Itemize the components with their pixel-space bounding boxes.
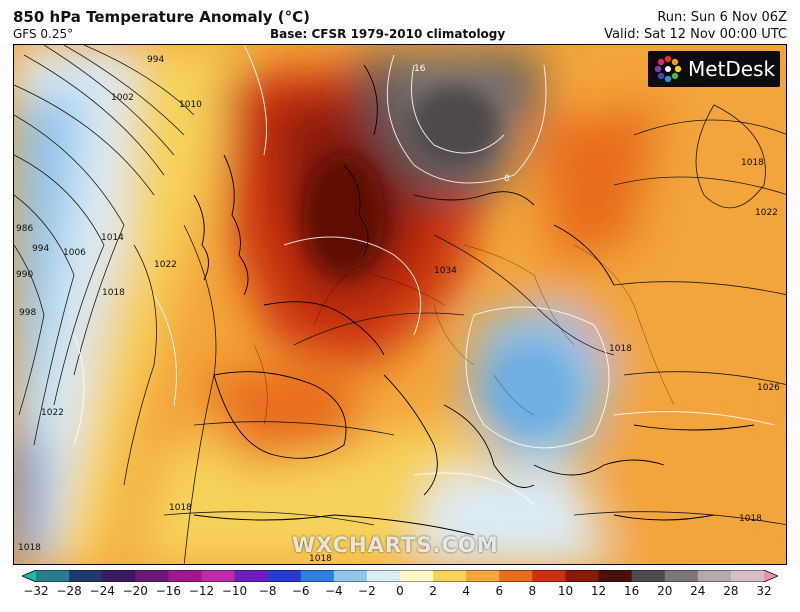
colorbar-tick-label: −20 (123, 584, 148, 598)
wxcharts-watermark: WXCHARTS.COM (292, 533, 499, 557)
colorbar-tick-label: 8 (529, 584, 537, 598)
isobar-label: 1034 (434, 266, 457, 276)
isobar-label: 1018 (18, 543, 41, 553)
isobar-label: 1018 (102, 288, 125, 298)
metdesk-star-logo-icon (651, 52, 685, 86)
colorbar-segment (135, 570, 169, 582)
colorbar-segment (400, 570, 434, 582)
isobar-label: 1014 (101, 233, 124, 243)
isobar-label: 994 (147, 55, 164, 65)
colorbar-segment (36, 570, 70, 582)
colorbar-tick-label: 6 (495, 584, 503, 598)
colorbar-segment (665, 570, 699, 582)
colorbar-segment (334, 570, 368, 582)
isobar-label: 986 (16, 224, 33, 234)
colorbar-tick-label: 28 (723, 584, 738, 598)
colorbar-segment (168, 570, 202, 582)
anomaly-label: 16 (414, 64, 426, 74)
colorbar-tick-label: −16 (156, 584, 181, 598)
colorbar-tick-label: 24 (690, 584, 705, 598)
isobar-label: 1018 (739, 514, 762, 524)
colorbar-ticks: −32 −28 −24 −20 −16 −12 −10 −8 −6 −4 −2 0 2 4 6 8 10 12 16… (0, 584, 800, 604)
colorbar-tick-label: 0 (396, 584, 404, 598)
run-time-label: Run: Sun 6 Nov 06Z (657, 10, 787, 25)
colorbar-tick-label: 2 (429, 584, 437, 598)
climatology-base-label: Base: CFSR 1979-2010 climatology (270, 27, 505, 41)
colorbar-tick-label: 32 (756, 584, 771, 598)
colorbar-tick-label: 10 (558, 584, 573, 598)
colorbar-tick-label: 12 (591, 584, 606, 598)
colorbar-max-arrow (764, 570, 778, 582)
colorbar-segment (499, 570, 533, 582)
isobar-label: 1018 (609, 344, 632, 354)
valid-time-label: Valid: Sat 12 Nov 00:00 UTC (604, 27, 787, 42)
isobar-label: 1010 (179, 100, 202, 110)
colorbar-segment (731, 570, 765, 582)
colorbar-segment (367, 570, 401, 582)
colorbar-tick-label: 20 (657, 584, 672, 598)
isobar-label: 1022 (154, 260, 177, 270)
isobar-label: 1018 (741, 158, 764, 168)
colorbar-min-arrow (22, 570, 36, 582)
colorbar-tick-label: −6 (292, 584, 310, 598)
isobar-label: 1018 (169, 503, 192, 513)
colorbar-tick-label: −4 (325, 584, 343, 598)
colorbar-segment (201, 570, 235, 582)
isobar-label: 998 (19, 308, 36, 318)
anomaly-map[interactable]: 994 1002 1010 986 990 994 998 1006 1014 … (13, 44, 787, 565)
metdesk-logo-text: MetDesk (688, 57, 775, 81)
chart-title: 850 hPa Temperature Anomaly (°C) (13, 8, 310, 26)
colorbar-segment (102, 570, 136, 582)
colorbar-segment (301, 570, 335, 582)
model-label: GFS 0.25° (13, 27, 73, 41)
isobar-label: 1026 (757, 383, 780, 393)
colorbar-tick-label: −32 (23, 584, 48, 598)
map-canvas: 994 1002 1010 986 990 994 998 1006 1014 … (14, 45, 787, 565)
colorbar-segment (632, 570, 666, 582)
isobar-label: 1022 (41, 408, 64, 418)
isobar-label: 1002 (111, 93, 134, 103)
colorbar-segment (698, 570, 732, 582)
colorbar-tick-label: 4 (462, 584, 470, 598)
colorbar-tick-label: −28 (56, 584, 81, 598)
colorbar-segment (466, 570, 500, 582)
isobar-label: 990 (16, 270, 33, 280)
colorbar-tick-label: −2 (358, 584, 376, 598)
isobar-label: 1022 (755, 208, 778, 218)
colorbar-segment (235, 570, 269, 582)
metdesk-logo: MetDesk (648, 51, 780, 87)
colorbar-segment (268, 570, 302, 582)
colorbar-segment (69, 570, 103, 582)
colorbar (22, 570, 778, 582)
colorbar-segment (565, 570, 599, 582)
colorbar-segment (433, 570, 467, 582)
colorbar-segment (599, 570, 633, 582)
isobar-label: 1006 (63, 248, 86, 258)
colorbar-tick-label: 16 (624, 584, 639, 598)
colorbar-segment (532, 570, 566, 582)
colorbar-tick-label: −10 (222, 584, 247, 598)
colorbar-tick-label: −12 (189, 584, 214, 598)
isobar-label: 994 (32, 244, 49, 254)
colorbar-tick-label: −8 (259, 584, 277, 598)
colorbar-tick-label: −24 (90, 584, 115, 598)
anomaly-label: 8 (504, 174, 510, 184)
